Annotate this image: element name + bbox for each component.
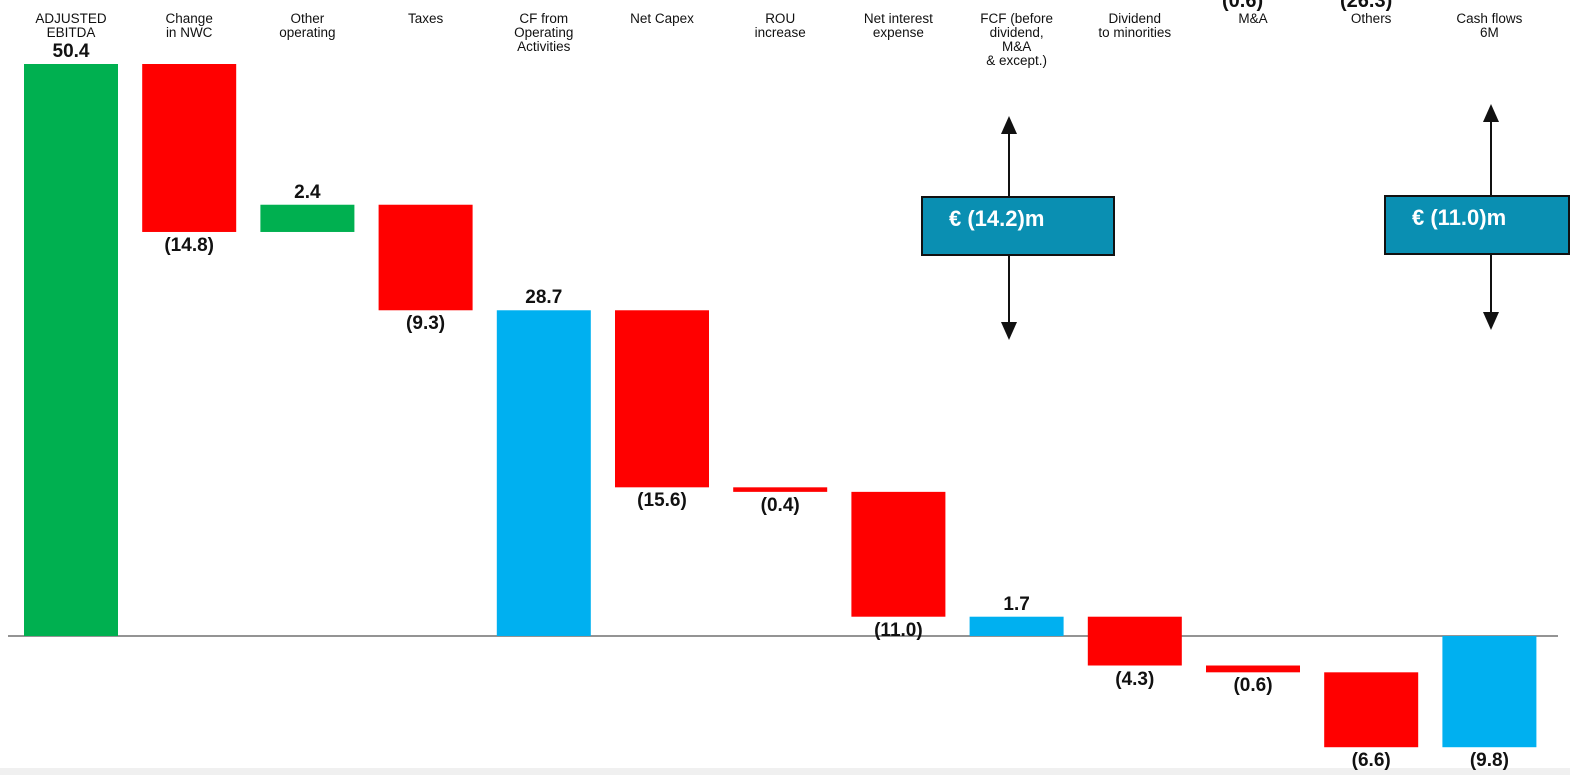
data-label-5: (15.6) [637,490,687,512]
category-label-4: CF from Operating Activities [514,11,574,54]
bottom-strip [0,768,1570,775]
data-label-9: (4.3) [1115,668,1155,690]
category-label-10: M&A [1238,11,1268,26]
data-label-8: 1.7 [1003,593,1030,615]
data-label-2: 2.4 [294,181,321,203]
data-label-1: (14.8) [164,234,214,256]
bar-0 [24,64,118,636]
bar-12 [1442,636,1537,748]
category-label-0: ADJUSTED EBITDA [35,11,107,40]
callout-cash-flows: € (11.0)m [1384,195,1570,255]
data-label-7: (11.0) [874,619,923,641]
category-label-7: Net interest expense [863,11,933,40]
category-label-1: Change in NWC [165,11,213,40]
bar-4 [496,310,591,636]
category-label-11: Others [1350,11,1392,26]
bar-5 [615,310,709,488]
category-label-5: Net Capex [630,11,694,26]
data-label-4: 28.7 [525,287,563,309]
bar-7 [851,491,946,617]
data-label-10: (0.6) [1233,675,1273,697]
category-label-6: ROU increase [754,11,806,40]
data-label-3: (9.3) [406,313,446,335]
category-label-9: Dividend to minorities [1098,11,1172,40]
callout-fcf: € (14.2)m [921,196,1115,256]
category-label-3: Taxes [407,11,444,26]
callout-cash-flows-text: € (11.0)m [1412,205,1507,230]
bar-2 [260,204,355,232]
bar-3 [378,204,473,311]
category-label-8: FCF (before dividend, M&A & except.) [980,11,1053,68]
bar-8 [969,616,1064,636]
data-label-11: (6.6) [1351,750,1391,772]
clipped-label-ma: (0.6) [1222,0,1264,12]
data-label-6: (0.4) [760,494,800,516]
bar-6 [733,487,828,492]
bar-9 [1087,616,1182,666]
data-label-12: (9.8) [1469,750,1509,772]
category-label-2: Other operating [279,11,336,40]
bar-1 [142,64,237,232]
bar-11 [1324,672,1419,748]
data-label-0: 50.4 [52,41,90,62]
category-label-12: Cash flows 6M [1456,11,1523,40]
clipped-label-others: (26.3) [1340,0,1393,12]
callout-fcf-text: € (14.2)m [949,206,1045,231]
bar-10 [1206,665,1300,673]
